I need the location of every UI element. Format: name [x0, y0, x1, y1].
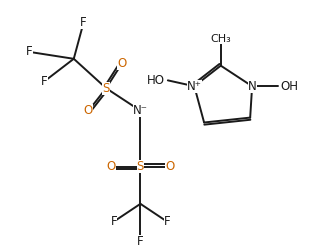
Text: N⁺: N⁺ — [187, 80, 202, 93]
Text: F: F — [111, 215, 117, 228]
Text: N: N — [248, 80, 256, 93]
Text: O: O — [165, 160, 174, 173]
Text: O: O — [117, 57, 126, 70]
Text: S: S — [102, 82, 110, 95]
Text: O: O — [84, 104, 93, 117]
Text: F: F — [41, 75, 48, 88]
Text: F: F — [164, 215, 170, 228]
Text: HO: HO — [147, 74, 165, 87]
Text: F: F — [26, 45, 33, 59]
Text: N⁻: N⁻ — [133, 104, 148, 117]
Text: OH: OH — [281, 80, 299, 93]
Text: F: F — [137, 235, 144, 248]
Text: S: S — [137, 160, 144, 173]
Text: F: F — [80, 16, 87, 29]
Text: O: O — [106, 160, 116, 173]
Text: CH₃: CH₃ — [210, 34, 231, 44]
